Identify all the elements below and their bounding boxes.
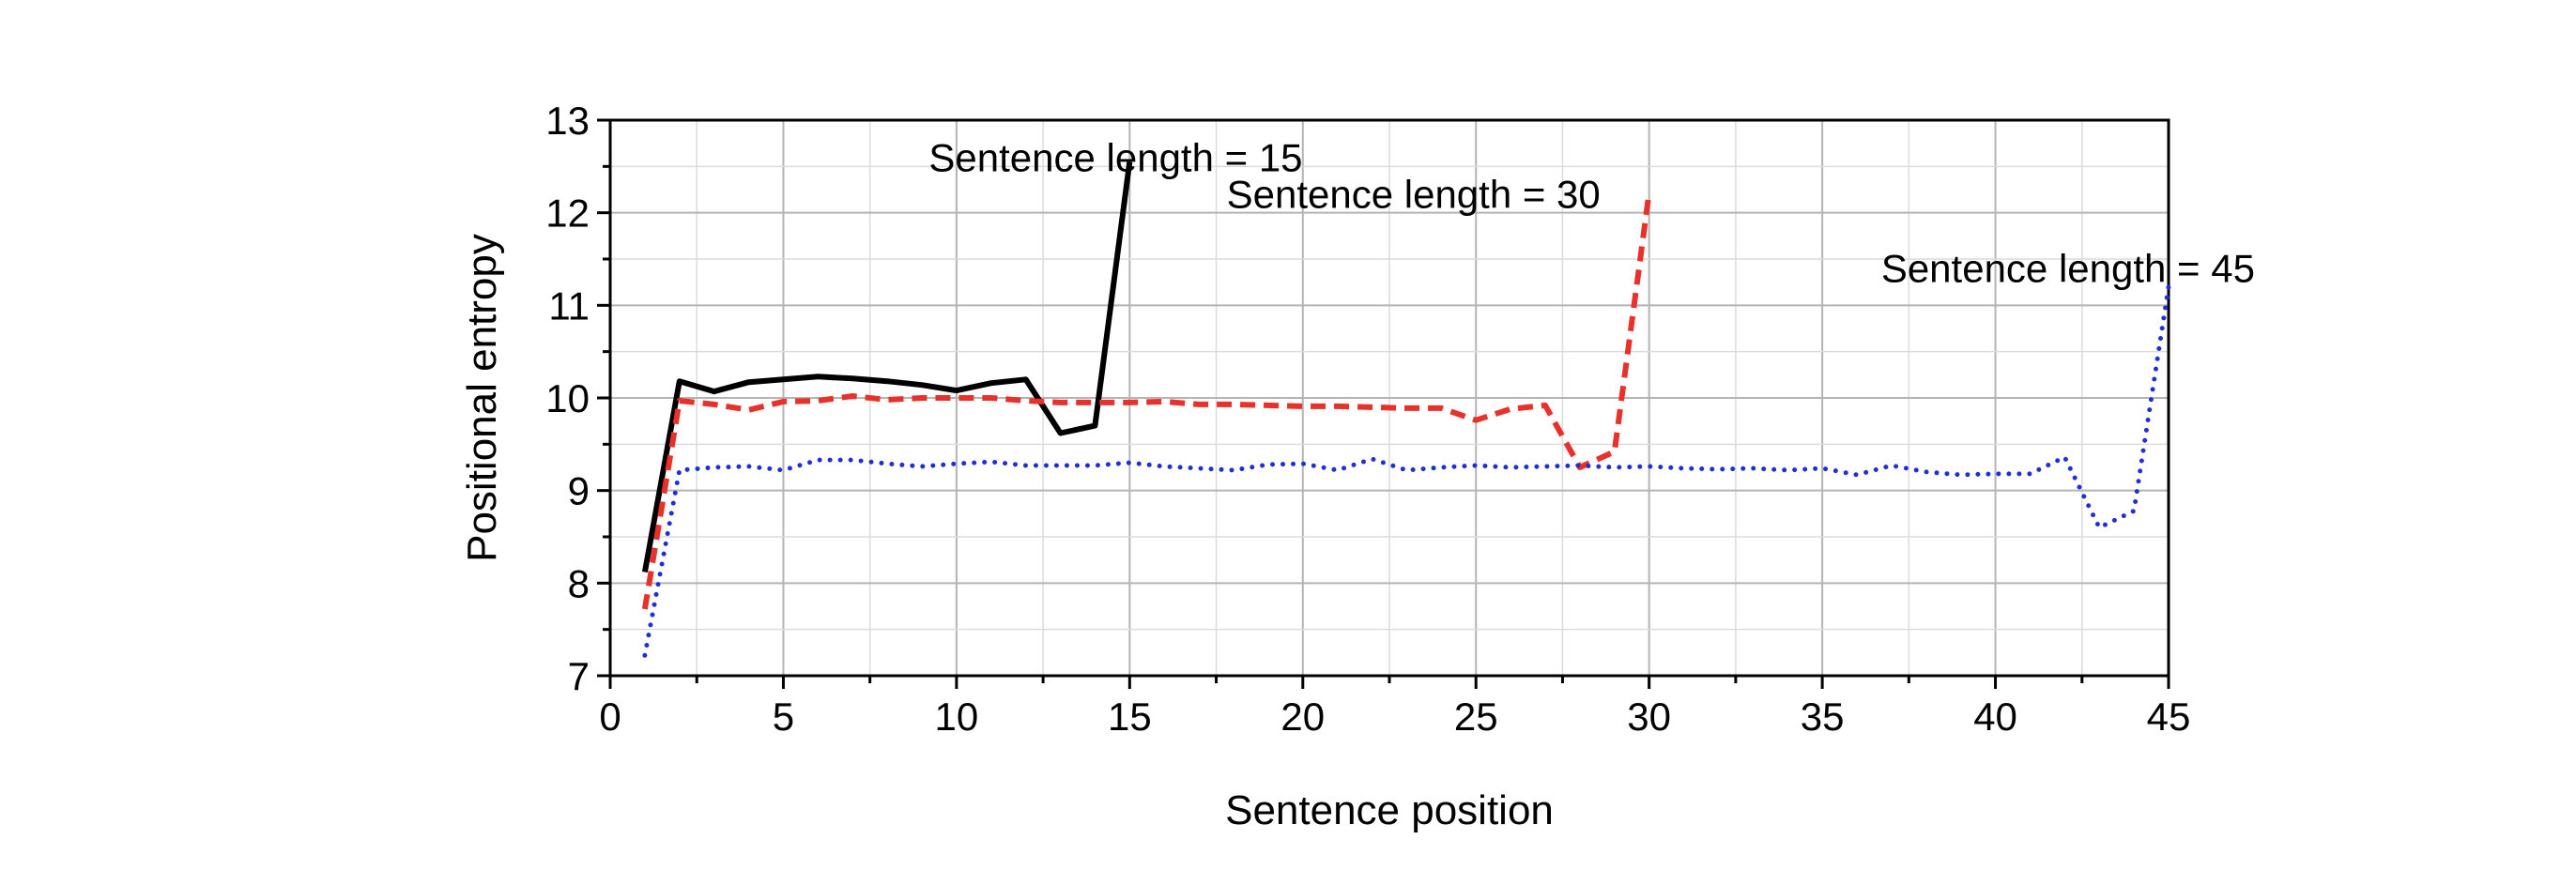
y-tick-label: 11	[548, 283, 590, 328]
x-tick-label: 40	[1973, 694, 2017, 739]
x-tick-label: 0	[599, 694, 621, 739]
series-layer	[641, 161, 2171, 658]
x-tick-label: 25	[1454, 694, 1498, 739]
y-axis-label: Positional entropy	[459, 234, 505, 562]
x-axis-label: Sentence position	[1225, 787, 1554, 833]
series-line-2	[641, 191, 1652, 610]
y-tick-label: 7	[568, 654, 590, 698]
x-tick-label: 30	[1627, 694, 1671, 739]
y-tick-label: 8	[568, 561, 590, 605]
x-tick-label: 10	[935, 694, 979, 739]
series-label-3: Sentence length = 45	[1881, 247, 2255, 291]
x-tick-label: 15	[1108, 694, 1152, 739]
series-label-1: Sentence length = 15	[928, 135, 1302, 179]
y-tick-label: 10	[545, 376, 590, 420]
x-tick-label: 45	[2147, 694, 2191, 739]
x-tick-label: 20	[1280, 694, 1325, 739]
x-tick-label: 35	[1801, 694, 1845, 739]
y-tick-label: 9	[568, 469, 590, 513]
y-tick-label: 12	[545, 191, 590, 236]
y-tick-label: 13	[545, 99, 590, 143]
series-label-2: Sentence length = 30	[1227, 173, 1601, 217]
series-line-1	[641, 161, 1133, 573]
tick-layer: 0 5 10 15 20 25 30 35 40 45 7 8 9 10 11 12 13	[545, 99, 2190, 739]
x-tick-label: 5	[773, 694, 794, 739]
series-line-3	[642, 284, 2171, 658]
